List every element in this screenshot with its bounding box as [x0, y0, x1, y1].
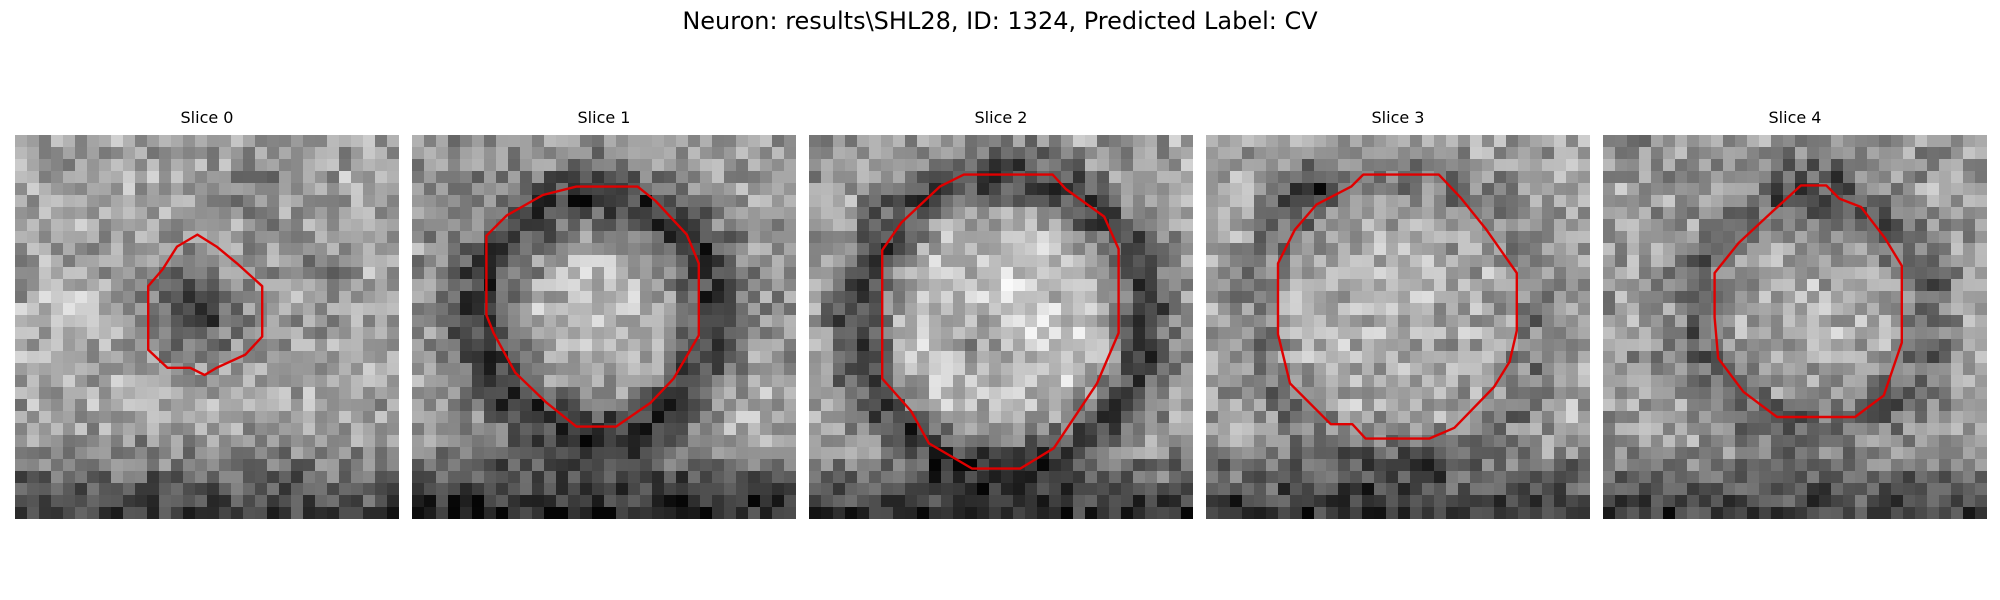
slice-title-1: Slice 1	[577, 108, 631, 127]
segmentation-contour	[1276, 173, 1518, 440]
micrograph-pixels	[412, 135, 796, 519]
slice-image-0	[15, 135, 399, 519]
figure-title: Neuron: results\SHL28, ID: 1324, Predict…	[682, 7, 1318, 35]
slice-title-2: Slice 2	[974, 108, 1028, 127]
segmentation-contour	[1713, 184, 1903, 419]
micrograph-pixels	[809, 135, 1193, 519]
slice-image-3	[1206, 135, 1590, 519]
slice-title-0: Slice 0	[180, 108, 234, 127]
slice-title-3: Slice 3	[1371, 108, 1425, 127]
micrograph-pixels	[15, 135, 399, 519]
micrograph-pixels	[1603, 135, 1987, 519]
segmentation-contour	[485, 185, 700, 428]
segmentation-contour	[880, 173, 1120, 470]
slice-image-1	[412, 135, 796, 519]
slice-image-4	[1603, 135, 1987, 519]
micrograph-pixels	[1206, 135, 1590, 519]
slice-title-4: Slice 4	[1768, 108, 1822, 127]
segmentation-contour	[146, 233, 264, 377]
slice-image-2	[809, 135, 1193, 519]
